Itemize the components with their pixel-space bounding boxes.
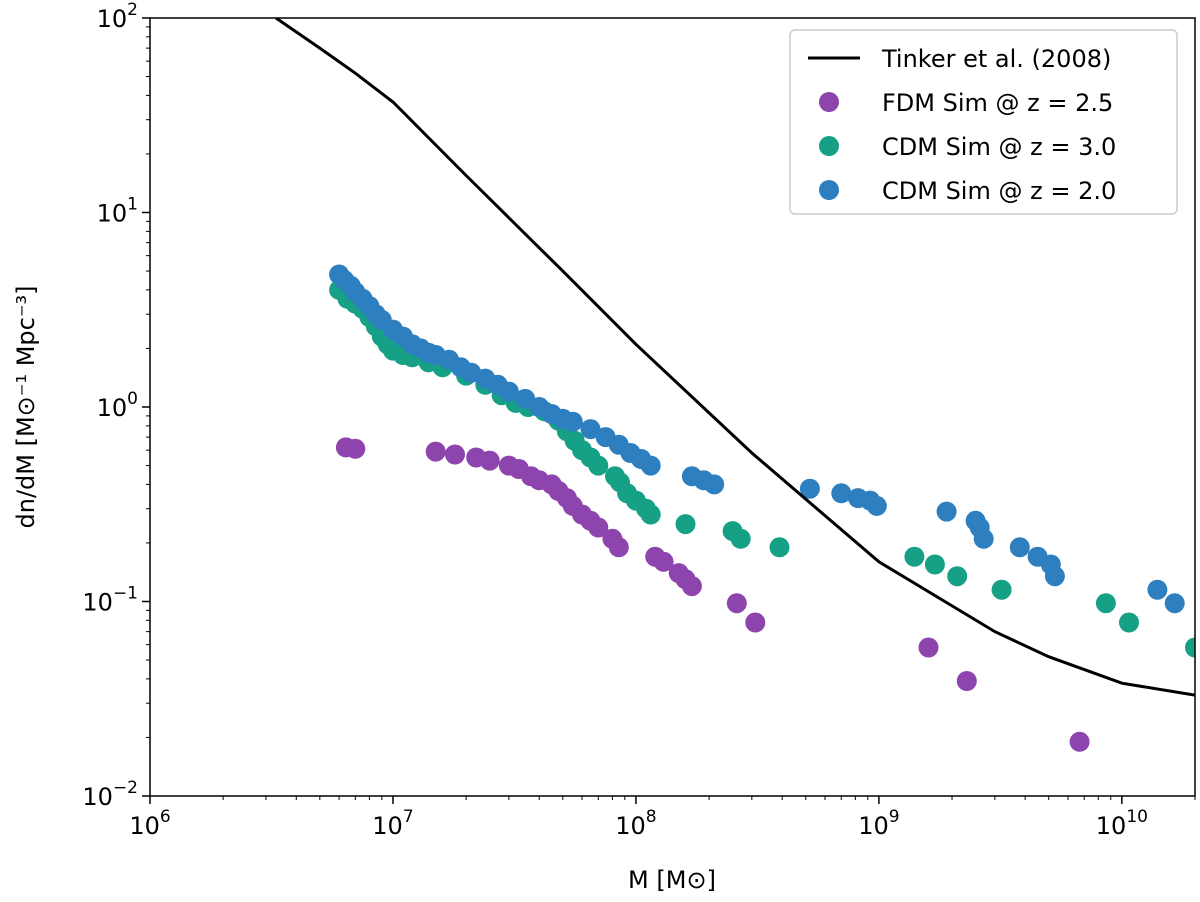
data-point	[947, 566, 968, 587]
data-point	[653, 551, 674, 572]
data-point	[588, 517, 609, 538]
legend-label: Tinker et al. (2008)	[881, 45, 1111, 73]
data-point	[918, 637, 939, 658]
data-point	[924, 554, 945, 575]
data-point	[479, 450, 500, 471]
data-point	[991, 579, 1012, 600]
data-point	[973, 528, 994, 549]
data-point	[799, 478, 820, 499]
legend-box	[789, 29, 1178, 215]
legend-entry: FDM Sim @ z = 2.5	[819, 89, 1113, 117]
data-point	[498, 381, 519, 402]
data-point	[1095, 593, 1116, 614]
series-1-points	[335, 437, 1090, 752]
data-point	[831, 483, 852, 504]
legend-dot-marker	[819, 92, 839, 112]
data-point	[675, 514, 696, 535]
legend-entry: CDM Sim @ z = 3.0	[819, 133, 1116, 161]
data-point	[745, 612, 766, 633]
data-point	[1119, 612, 1139, 633]
legend-label: CDM Sim @ z = 3.0	[882, 133, 1116, 161]
data-point	[726, 593, 747, 614]
legend: Tinker et al. (2008) FDM Sim @ z = 2.5 CDM…	[789, 29, 1178, 215]
data-point	[445, 444, 465, 465]
data-point	[640, 504, 661, 525]
legend-label: FDM Sim @ z = 2.5	[882, 89, 1113, 117]
data-point	[866, 495, 887, 516]
data-point	[704, 474, 725, 495]
data-point	[562, 411, 583, 432]
data-point	[956, 671, 977, 691]
data-point	[608, 537, 629, 558]
x-axis-label: M [M⊙]	[628, 866, 716, 894]
data-point	[681, 576, 702, 597]
legend-dot-marker	[819, 180, 839, 200]
data-point	[425, 441, 446, 462]
data-point	[1147, 579, 1168, 600]
data-point	[769, 537, 790, 558]
data-point	[1164, 593, 1185, 614]
data-point	[730, 528, 751, 549]
legend-dot-marker	[819, 136, 839, 156]
legend-label: CDM Sim @ z = 2.0	[882, 177, 1116, 205]
x-tick-label: 1010	[1096, 807, 1148, 840]
data-point	[1069, 731, 1090, 752]
series-layer	[275, 18, 1195, 752]
legend-entry: Tinker et al. (2008)	[808, 45, 1111, 73]
data-point	[904, 546, 925, 567]
data-point	[1044, 566, 1065, 587]
data-point	[640, 455, 661, 476]
data-point	[580, 419, 601, 440]
series-3-points	[329, 264, 1185, 614]
tinker-line	[275, 18, 1195, 697]
y-axis-label: dn/dM [M⊙⁻¹ Mpc⁻³]	[12, 286, 40, 529]
data-point	[345, 438, 366, 459]
legend-entry: CDM Sim @ z = 2.0	[819, 177, 1116, 205]
data-point	[588, 455, 609, 476]
data-point	[936, 501, 957, 522]
data-point	[1185, 637, 1195, 658]
data-point	[1009, 537, 1030, 558]
